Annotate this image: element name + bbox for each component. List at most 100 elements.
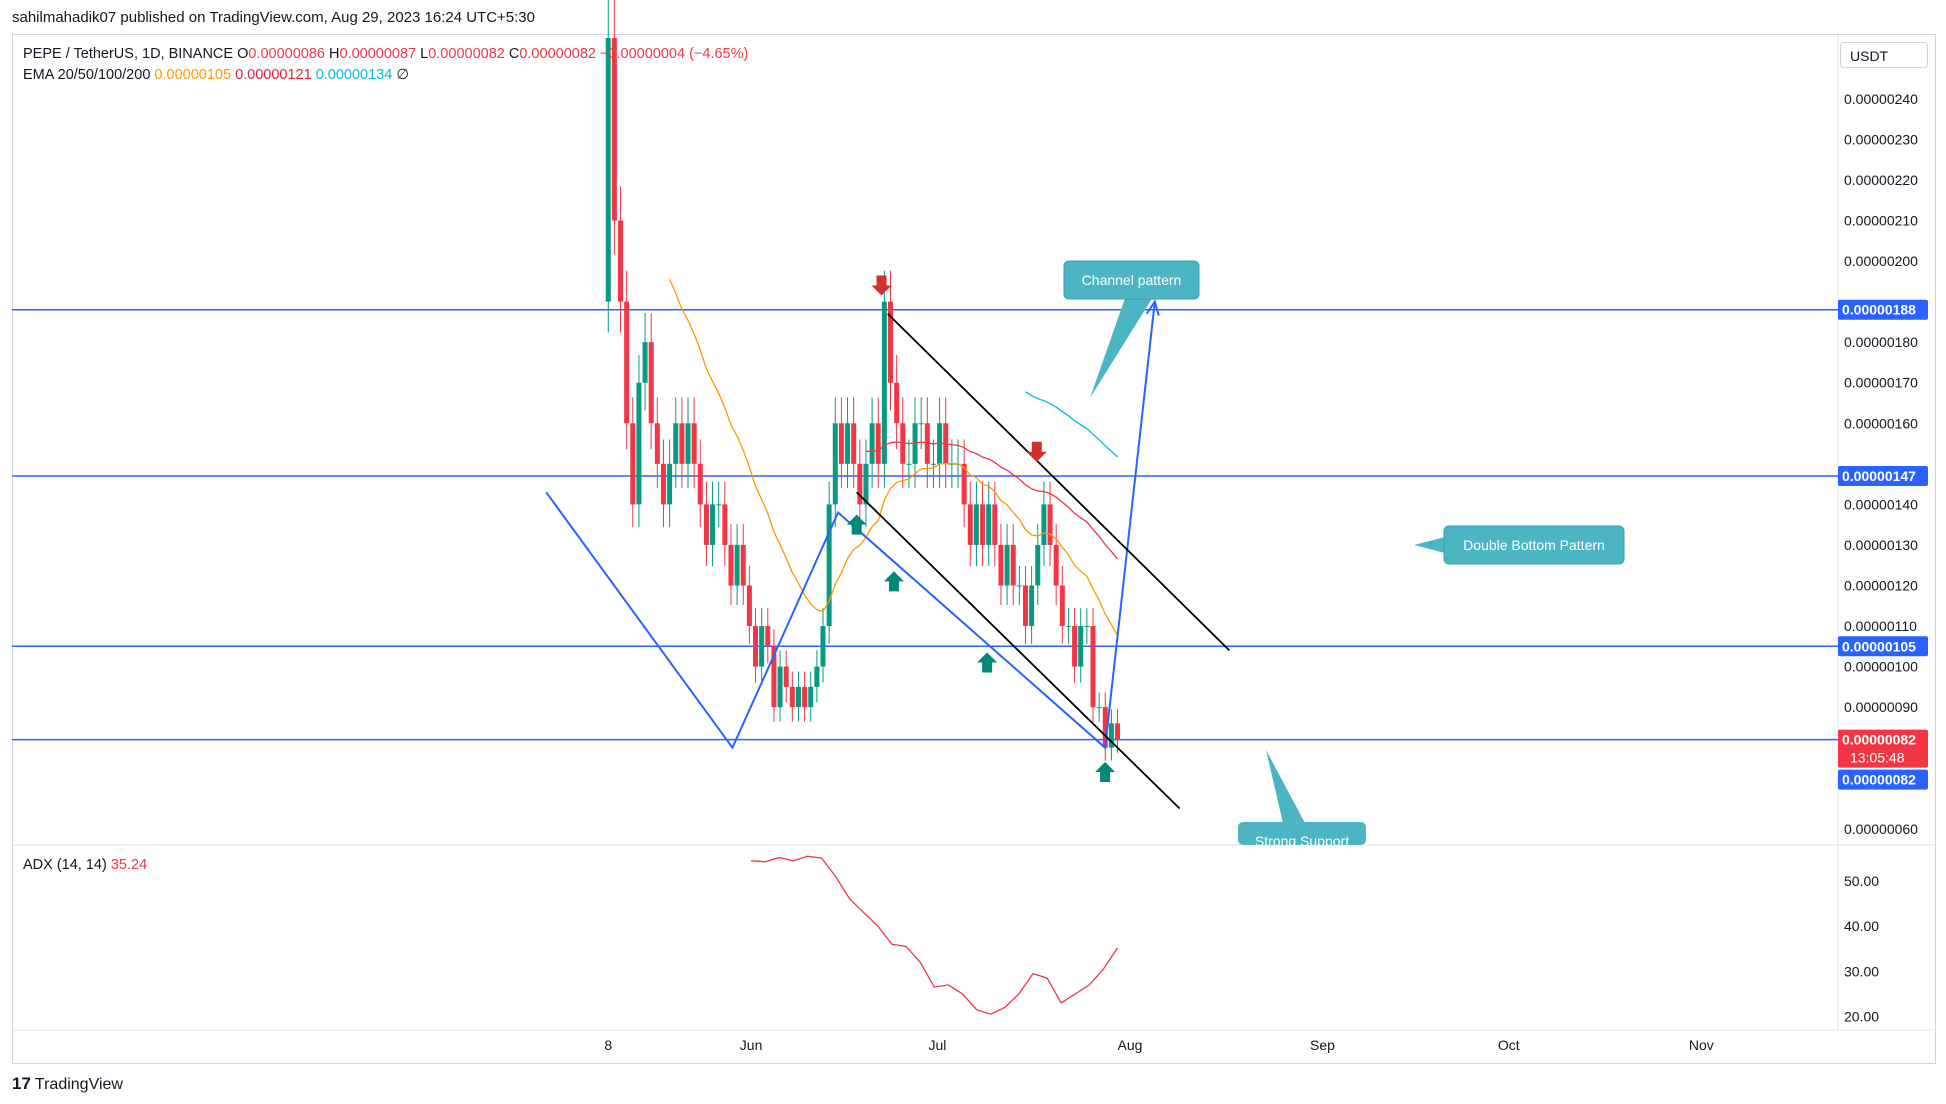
candle-body[interactable] — [1041, 504, 1047, 545]
candle-body[interactable] — [722, 504, 728, 545]
candle-body[interactable] — [967, 504, 973, 545]
candle-body[interactable] — [857, 463, 863, 505]
chart-frame[interactable] — [12, 34, 1936, 1064]
candle-body[interactable] — [759, 626, 765, 667]
support-level-badge[interactable] — [1838, 769, 1928, 790]
level-badge[interactable] — [1838, 636, 1928, 657]
candle-body[interactable] — [1053, 544, 1059, 586]
candle-body[interactable] — [1065, 626, 1071, 628]
ema20-line[interactable] — [669, 279, 1119, 636]
candle-body[interactable] — [1016, 585, 1022, 587]
candle-body[interactable] — [789, 686, 795, 708]
adx-label[interactable]: ADX (14, 14) — [23, 857, 107, 873]
candle-body[interactable] — [660, 463, 666, 505]
candle-body[interactable] — [851, 423, 857, 464]
candle-body[interactable] — [1035, 544, 1041, 586]
candle-body[interactable] — [1047, 504, 1053, 545]
level-badge[interactable] — [1838, 299, 1928, 320]
candle-body[interactable] — [630, 423, 636, 505]
channel-upper-line[interactable] — [887, 313, 1230, 652]
strong-support-callout[interactable] — [1238, 822, 1366, 845]
candle-body[interactable] — [820, 626, 826, 667]
candle-body[interactable] — [808, 686, 814, 708]
candle-body[interactable] — [783, 666, 789, 687]
candle-body[interactable] — [973, 504, 979, 545]
candle-body[interactable] — [980, 504, 986, 545]
candle-body[interactable] — [648, 342, 654, 424]
candle-body[interactable] — [888, 301, 894, 383]
candle-body[interactable] — [832, 423, 838, 505]
candle-body[interactable] — [912, 423, 918, 464]
candle-body[interactable] — [753, 626, 759, 667]
candle-body[interactable] — [691, 423, 697, 464]
currency-button[interactable]: USDT — [1840, 42, 1928, 68]
candle-body[interactable] — [697, 463, 703, 505]
candle-body[interactable] — [673, 423, 679, 464]
candle-body[interactable] — [679, 423, 685, 464]
candle-body[interactable] — [838, 423, 844, 464]
double-bottom-callout[interactable] — [1443, 525, 1625, 565]
candle-body[interactable] — [703, 504, 709, 545]
candle-body[interactable] — [1059, 585, 1065, 627]
candle-body[interactable] — [636, 382, 642, 505]
footer-brand[interactable]: 17 TradingView — [12, 1074, 123, 1098]
candle-body[interactable] — [992, 504, 998, 545]
double-bottom-drawing[interactable] — [545, 301, 1156, 750]
candle-body[interactable] — [1022, 585, 1028, 627]
candle-body[interactable] — [1078, 626, 1084, 667]
ema50-line[interactable] — [865, 441, 1119, 560]
ema100-line[interactable] — [1025, 391, 1118, 458]
candle-body[interactable] — [710, 504, 716, 545]
symbol-label[interactable]: PEPE / TetherUS, 1D, BINANCE — [23, 46, 234, 62]
candle-body[interactable] — [869, 423, 875, 464]
candle-body[interactable] — [1108, 723, 1114, 748]
candle-body[interactable] — [802, 686, 808, 708]
candle-body[interactable] — [605, 38, 611, 302]
candle-body[interactable] — [777, 666, 783, 708]
candle-body[interactable] — [998, 544, 1004, 586]
candle-body[interactable] — [740, 544, 746, 586]
candle-body[interactable] — [611, 38, 617, 221]
candle-body[interactable] — [826, 504, 832, 627]
level-badge[interactable] — [1838, 465, 1928, 486]
candle-body[interactable] — [918, 423, 924, 425]
ema-label[interactable]: EMA 20/50/100/200 — [23, 67, 151, 83]
candle-body[interactable] — [716, 504, 722, 506]
candle-body[interactable] — [875, 423, 881, 464]
candle-body[interactable] — [1115, 723, 1121, 740]
candle-body[interactable] — [746, 585, 752, 627]
candle-body[interactable] — [930, 463, 936, 465]
candle-body[interactable] — [667, 463, 673, 505]
candle-body[interactable] — [654, 423, 660, 464]
candle-body[interactable] — [900, 423, 906, 464]
candle-body[interactable] — [1004, 544, 1010, 586]
candle-body[interactable] — [1096, 707, 1102, 709]
candle-body[interactable] — [1072, 626, 1078, 667]
candle-body[interactable] — [986, 504, 992, 545]
candle-body[interactable] — [1029, 585, 1035, 627]
candle-body[interactable] — [624, 301, 630, 424]
candle-body[interactable] — [863, 463, 869, 505]
candle-body[interactable] — [1084, 626, 1090, 628]
candle-body[interactable] — [961, 463, 967, 505]
candle-body[interactable] — [814, 666, 820, 687]
candle-body[interactable] — [734, 544, 740, 586]
candle-body[interactable] — [685, 423, 691, 464]
adx-line[interactable] — [751, 855, 1119, 1015]
candle-body[interactable] — [845, 423, 851, 464]
candle-body[interactable] — [618, 220, 624, 302]
candle-body[interactable] — [894, 382, 900, 424]
candle-body[interactable] — [771, 646, 777, 708]
candle-body[interactable] — [1102, 707, 1108, 748]
candle-body[interactable] — [765, 626, 771, 647]
candle-body[interactable] — [1010, 544, 1016, 586]
candle-body[interactable] — [795, 686, 801, 708]
candle-body[interactable] — [642, 342, 648, 383]
last-price-badge[interactable] — [1838, 729, 1928, 768]
candle-body[interactable] — [728, 544, 734, 586]
candle-body[interactable] — [1090, 626, 1096, 708]
candle-body[interactable] — [906, 463, 912, 465]
channel-pattern-callout[interactable] — [1063, 260, 1200, 300]
candle-body[interactable] — [881, 301, 887, 464]
